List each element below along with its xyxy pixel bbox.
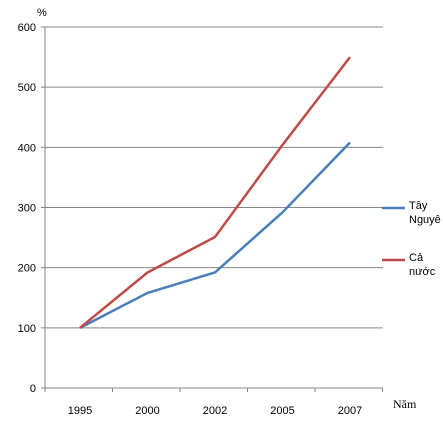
x-tick-label: 2005	[270, 405, 294, 417]
y-unit-label: %	[37, 7, 47, 19]
x-unit-label: Năm	[393, 397, 417, 411]
y-tick-label: 500	[18, 82, 36, 94]
legend-label: Cả	[409, 252, 424, 264]
legend-label: Nguyê	[409, 214, 441, 226]
x-tick-label: 2007	[338, 405, 362, 417]
y-axis-ticks: 0 100 200 300 400 500 600	[18, 22, 36, 395]
legend: Tây Nguyê Cả nước	[382, 200, 441, 278]
y-tick-label: 600	[18, 22, 36, 34]
y-tick-label: 300	[18, 203, 36, 215]
y-tick-label: 400	[18, 142, 36, 154]
y-tick-label: 100	[18, 323, 36, 335]
x-tick-label: 2000	[135, 405, 159, 417]
legend-label: Tây	[409, 200, 428, 212]
x-tick-label: 1995	[68, 405, 92, 417]
y-tick-label: 0	[30, 383, 36, 395]
series-lines	[79, 56, 351, 329]
axes	[41, 26, 383, 392]
series-line	[79, 141, 351, 329]
series-line	[79, 56, 351, 329]
y-tick-label: 200	[18, 263, 36, 275]
x-axis-ticks: 1995 2000 2002 2005 2007	[68, 405, 362, 417]
legend-label: nước	[409, 266, 436, 278]
gridlines	[45, 26, 383, 329]
x-tick-label: 2002	[203, 405, 227, 417]
